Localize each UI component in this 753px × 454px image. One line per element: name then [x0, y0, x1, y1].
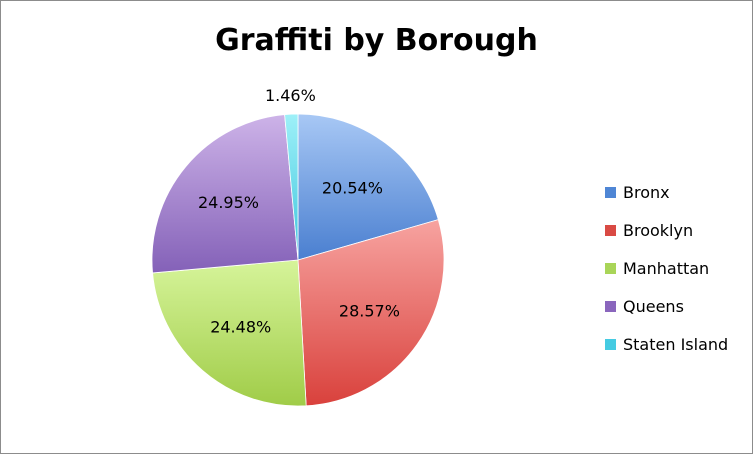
legend-item-queens: Queens: [605, 287, 728, 325]
data-label-bronx: 20.54%: [322, 179, 383, 198]
pie-slice-queens: [151, 114, 299, 274]
legend-label-brooklyn: Brooklyn: [623, 220, 694, 240]
data-label-manhattan: 24.48%: [210, 317, 271, 336]
legend-swatch-bronx: [605, 186, 616, 198]
legend: Bronx Brooklyn Manhattan Queens Staten Islan…: [605, 173, 728, 363]
legend-item-staten-island: Staten Island: [605, 325, 728, 363]
legend-swatch-manhattan: [605, 262, 616, 274]
chart-title: Graffiti by Borough: [215, 23, 538, 58]
legend-swatch-queens: [605, 300, 616, 312]
data-label-queens: 24.95%: [198, 193, 259, 212]
pie-slice-staten-island: [284, 113, 299, 261]
data-label-brooklyn: 28.57%: [339, 302, 400, 321]
legend-item-manhattan: Manhattan: [605, 249, 728, 287]
legend-label-queens: Queens: [623, 296, 684, 316]
pie-slice-bronx: [297, 113, 439, 261]
legend-label-staten-island: Staten Island: [623, 334, 729, 354]
legend-label-manhattan: Manhattan: [623, 258, 710, 278]
data-label-staten-island: 1.46%: [265, 86, 316, 105]
legend-swatch-brooklyn: [605, 224, 616, 236]
legend-label-bronx: Bronx: [623, 182, 670, 202]
legend-item-brooklyn: Brooklyn: [605, 211, 728, 249]
pie-slice-brooklyn: [297, 219, 445, 407]
pie-slice-manhattan: [152, 259, 307, 407]
legend-item-bronx: Bronx: [605, 173, 728, 211]
legend-swatch-staten-island: [605, 338, 616, 350]
